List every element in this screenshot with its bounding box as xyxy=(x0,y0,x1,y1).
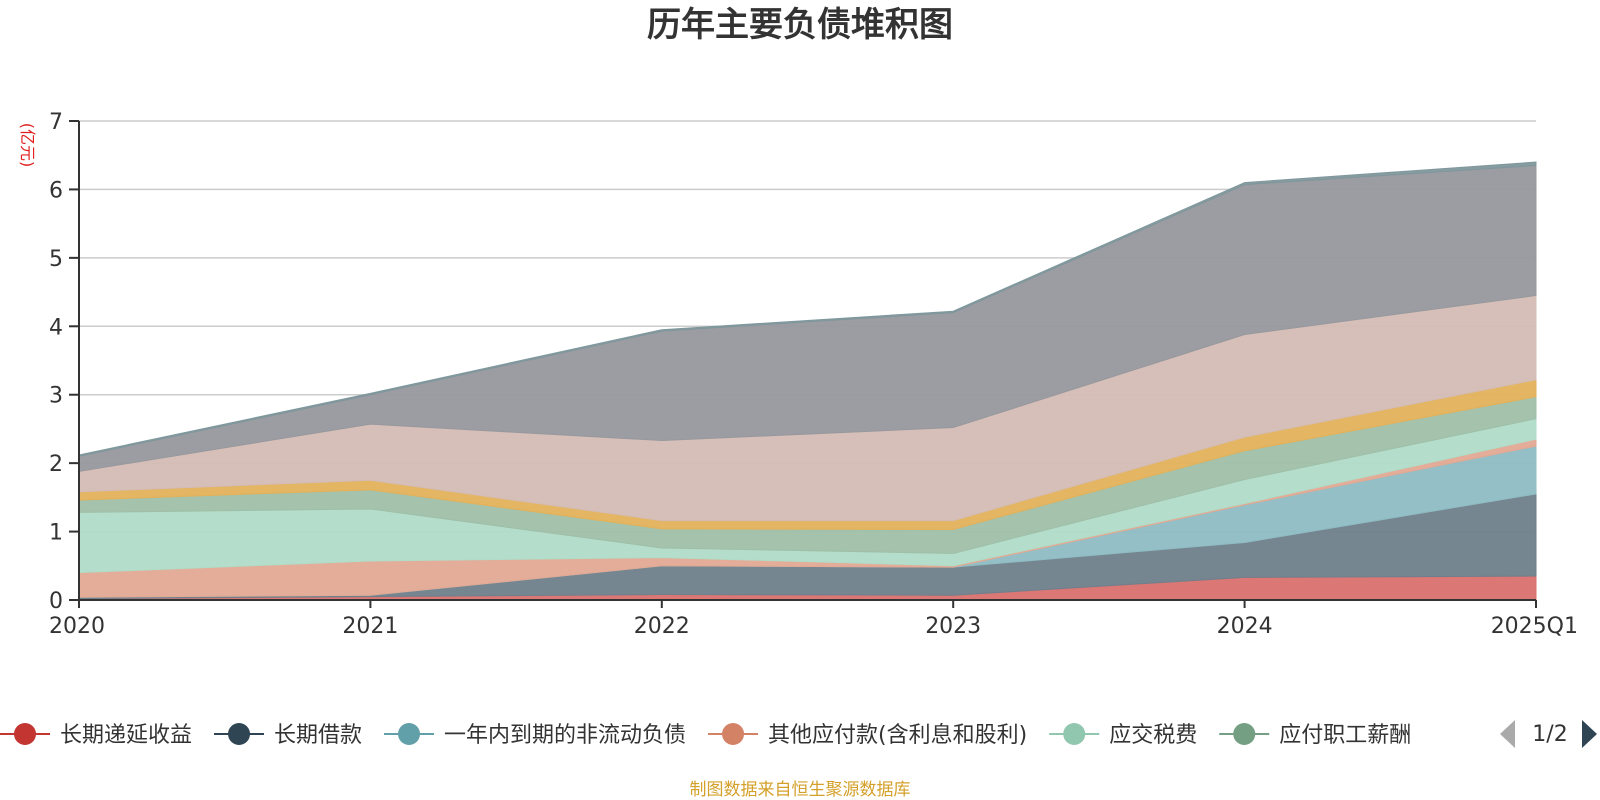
legend-label: 一年内到期的非流动负债 xyxy=(444,723,686,748)
legend-items: 长期递延收益 长期借款 一年内到期的非流动负债 其他应付款(含利息和股利) 应交税费 应付… xyxy=(0,723,1411,748)
x-tick-label: 2022 xyxy=(634,614,690,639)
legend-label: 长期借款 xyxy=(274,723,362,748)
y-tick-label: 5 xyxy=(49,247,63,272)
legend-marker-icon xyxy=(228,723,251,745)
legend-marker-icon xyxy=(722,723,745,745)
x-tick-label: 2024 xyxy=(1217,614,1273,639)
x-axis-ticks: 2020 2021 2022 2023 2024 2025Q1 xyxy=(49,600,1578,639)
legend-item[interactable]: 应付职工薪酬 xyxy=(1219,723,1411,748)
y-tick-label: 0 xyxy=(49,589,63,614)
legend-marker-icon xyxy=(1233,723,1256,745)
y-tick-label: 7 xyxy=(49,110,63,135)
legend-next-page-icon[interactable] xyxy=(1582,720,1597,748)
legend-item[interactable]: 长期递延收益 xyxy=(0,723,192,748)
y-tick-label: 3 xyxy=(49,384,63,409)
legend-label: 应交税费 xyxy=(1109,723,1197,748)
legend-label: 应付职工薪酬 xyxy=(1279,723,1411,748)
x-tick-label: 2023 xyxy=(925,614,981,639)
y-tick-label: 1 xyxy=(49,521,63,546)
legend[interactable]: 长期递延收益 长期借款 一年内到期的非流动负债 其他应付款(含利息和股利) 应交税费 应付… xyxy=(0,723,1411,748)
area-其他[interactable] xyxy=(78,161,1537,457)
y-tick-label: 6 xyxy=(49,178,63,203)
axes xyxy=(78,121,1536,601)
x-tick-label: 2021 xyxy=(342,614,398,639)
legend-marker-icon xyxy=(1063,723,1086,745)
legend-pager[interactable]: 1/2 xyxy=(1500,720,1597,748)
x-tick-label: 2020 xyxy=(49,614,105,639)
y-tick-label: 4 xyxy=(49,315,63,340)
y-axis-unit-label: (亿元) xyxy=(18,123,37,168)
y-axis-ticks: 0 1 2 3 4 5 6 7 xyxy=(49,110,79,614)
legend-page-indicator: 1/2 xyxy=(1532,722,1567,747)
legend-item[interactable]: 一年内到期的非流动负债 xyxy=(384,723,686,748)
y-tick-label: 2 xyxy=(49,452,63,477)
legend-item[interactable]: 长期借款 xyxy=(214,723,362,748)
x-tick-label: 2025Q1 xyxy=(1491,614,1578,639)
legend-item[interactable]: 其他应付款(含利息和股利) xyxy=(708,723,1027,748)
legend-prev-page-icon[interactable] xyxy=(1500,720,1515,748)
legend-label: 长期递延收益 xyxy=(60,723,192,748)
legend-marker-icon xyxy=(14,723,36,745)
legend-label: 其他应付款(含利息和股利) xyxy=(768,723,1027,748)
legend-marker-icon xyxy=(398,723,421,745)
legend-item[interactable]: 应交税费 xyxy=(1049,723,1197,748)
chart-title: 历年主要负债堆积图 xyxy=(647,5,953,45)
area-series xyxy=(78,161,1537,601)
source-note: 制图数据来自恒生聚源数据库 xyxy=(690,780,911,800)
